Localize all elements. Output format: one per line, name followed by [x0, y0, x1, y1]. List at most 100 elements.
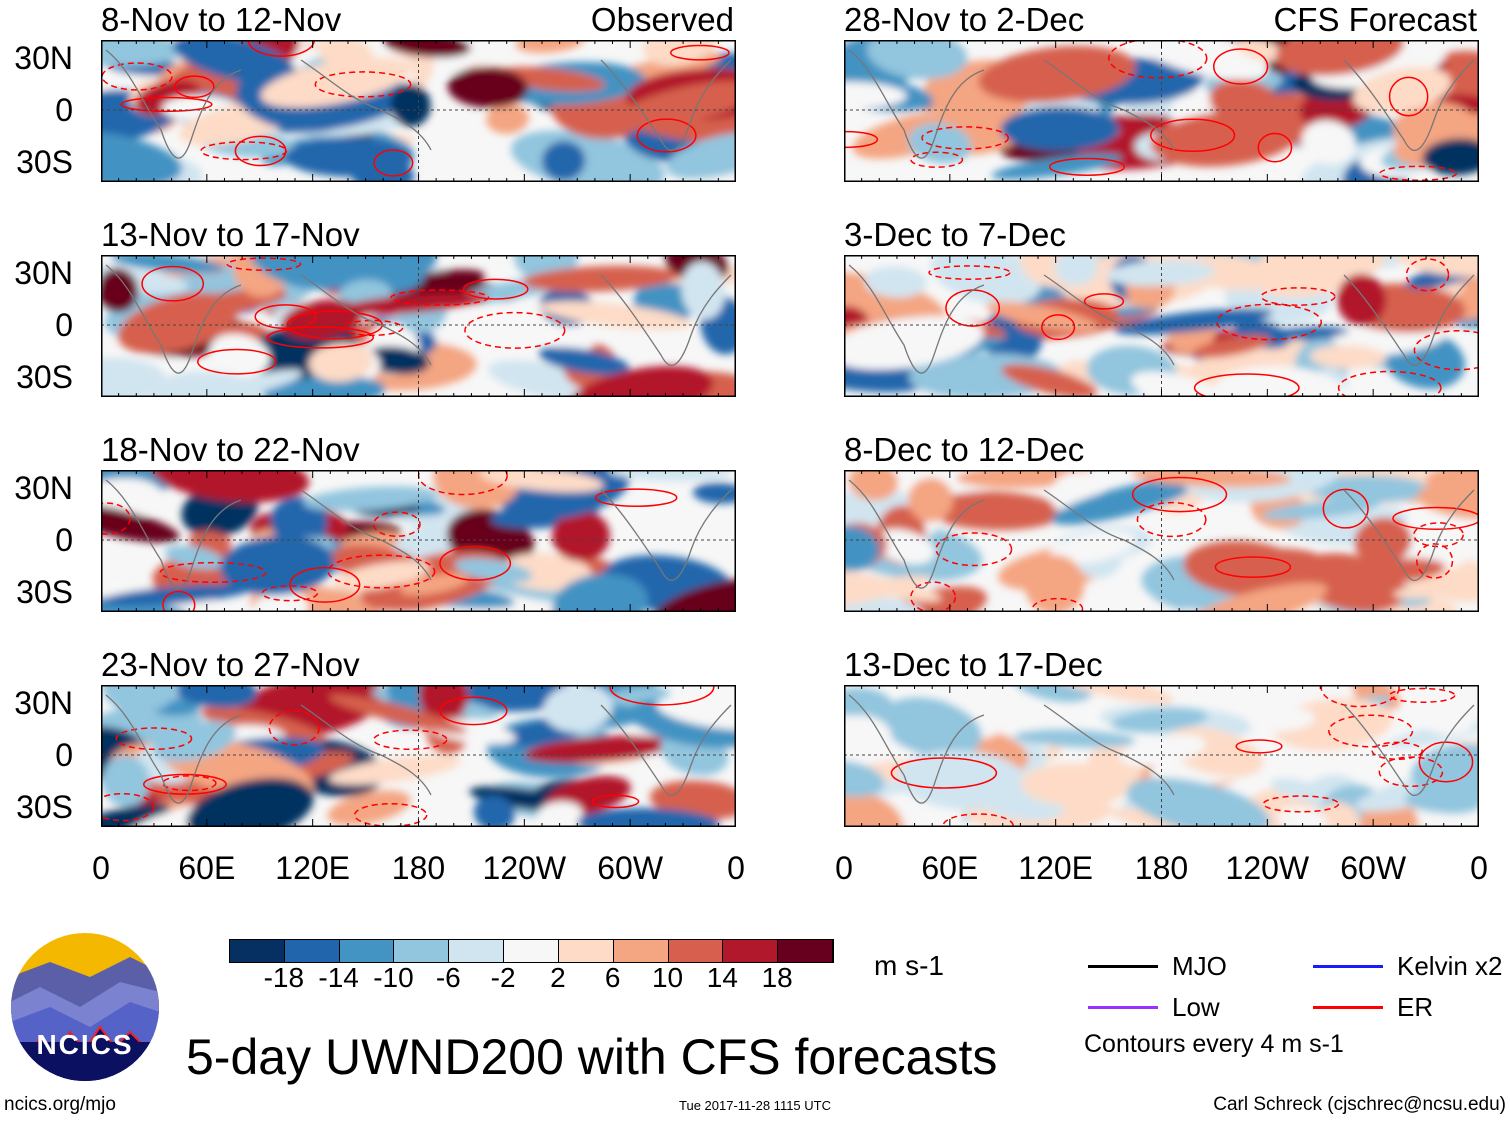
wind-anomaly-blob: [384, 40, 471, 58]
colorbar-units: m s-1: [874, 950, 944, 981]
er-contour: [1235, 739, 1283, 754]
wind-anomaly-blob: [1020, 763, 1130, 807]
er-contour: [439, 696, 508, 726]
er-contour: [1418, 741, 1474, 783]
map-panel: [101, 255, 736, 397]
x-tick-label: 60W: [1340, 850, 1407, 886]
panel-title: 3-Dec to 7-Dec: [844, 216, 1066, 253]
y-tick-label: 30S: [16, 359, 73, 395]
wind-anomaly-blob: [1413, 696, 1475, 735]
colorbar-swatch: [558, 940, 614, 962]
map-panel: [844, 255, 1479, 397]
er-contour: [670, 44, 730, 61]
er-contour: [1108, 40, 1208, 79]
er-contour: [1131, 476, 1228, 513]
colorbar-swatch: [778, 940, 833, 962]
wind-anomaly-blob: [538, 347, 630, 376]
map-panel: [844, 685, 1479, 827]
wind-anomaly-blob: [1049, 530, 1136, 565]
wind-anomaly-blob: [328, 755, 461, 785]
colorbar-label: 10: [651, 962, 684, 993]
wind-anomaly-blob: [168, 685, 257, 708]
legend-line: [1088, 965, 1158, 968]
er-contour: [1041, 314, 1076, 341]
er-contour: [1322, 488, 1369, 529]
er-contour: [390, 289, 490, 306]
wind-anomaly-blob: [666, 132, 736, 180]
panel-title: 13-Nov to 17-Nov: [101, 216, 360, 253]
wind-anomaly-blob: [543, 685, 613, 733]
wind-anomaly-blob: [1295, 553, 1406, 612]
wind-anomaly-blob: [1422, 138, 1479, 176]
map-panel: [101, 685, 736, 827]
column-label: Observed: [590, 1, 734, 38]
er-contour: [1193, 373, 1300, 397]
er-contour: [101, 792, 155, 822]
er-contour: [1048, 157, 1126, 176]
x-tick-label: 120W: [482, 850, 567, 886]
wind-anomaly-blob: [522, 265, 679, 292]
er-contour: [141, 265, 205, 302]
wind-anomaly-blob: [101, 803, 170, 827]
wind-anomaly-blob: [454, 558, 533, 583]
wind-anomaly-blob: [101, 478, 162, 522]
er-contour: [1320, 685, 1400, 708]
wind-anomaly-blob: [390, 83, 431, 127]
colorbar-swatch: [394, 940, 450, 962]
wind-anomaly-blob: [1126, 777, 1270, 827]
wind-anomaly-blob: [1275, 40, 1405, 76]
legend-note: Contours every 4 m s-1: [1084, 1030, 1344, 1058]
wind-anomaly-blob: [1411, 743, 1479, 804]
footer-url: ncics.org/mjo: [4, 1094, 116, 1115]
wind-anomaly-blob: [1417, 483, 1479, 520]
wind-anomaly-blob: [1246, 706, 1315, 732]
wind-anomaly-blob: [844, 81, 907, 109]
wind-anomaly-blob: [253, 589, 309, 612]
wind-anomaly-blob: [643, 40, 720, 66]
colorbar-label: 6: [604, 962, 621, 993]
er-contour: [1379, 165, 1458, 182]
colorbar: [229, 939, 834, 963]
er-contour: [289, 566, 361, 603]
y-tick-label: 0: [55, 307, 73, 343]
wind-anomaly-blob: [524, 735, 674, 764]
colorbar-swatch: [668, 940, 724, 962]
er-contour: [1262, 795, 1340, 813]
wind-anomaly-blob: [1098, 593, 1144, 612]
er-contour: [373, 149, 414, 177]
er-contour: [921, 126, 1010, 150]
x-tick-label: 180: [391, 850, 446, 886]
wind-anomaly-blob: [101, 755, 150, 808]
er-contour: [910, 151, 964, 168]
wind-anomaly-blob: [1307, 475, 1430, 503]
er-contour: [314, 71, 412, 98]
coastline: [848, 694, 1475, 804]
map-panel: [101, 40, 736, 182]
wind-anomaly-blob: [568, 365, 713, 397]
wind-anomaly-blob: [118, 292, 238, 354]
panel-title: 23-Nov to 27-Nov: [101, 646, 360, 683]
er-contour: [1260, 287, 1336, 306]
er-contour: [268, 710, 320, 746]
y-tick-label: 30N: [14, 40, 73, 76]
wind-anomaly-blob: [681, 261, 726, 320]
wind-anomaly-blob: [449, 685, 577, 712]
wind-anomaly-blob: [1111, 708, 1208, 733]
wind-anomaly-blob: [873, 528, 935, 565]
wind-anomaly-blob: [101, 504, 180, 543]
ncics-logo-icon: [11, 933, 159, 1081]
wind-anomaly-blob: [151, 470, 310, 503]
legend-label: Low: [1172, 992, 1220, 1022]
coastline: [105, 479, 732, 589]
er-contour: [1405, 258, 1450, 292]
wind-anomaly-blob: [537, 801, 583, 826]
er-contour: [101, 62, 173, 91]
wind-anomaly-blob: [692, 482, 736, 504]
wind-anomaly-blob: [1424, 50, 1479, 107]
wind-anomaly-blob: [1183, 540, 1307, 597]
er-contour: [1328, 714, 1414, 748]
er-contour: [1216, 303, 1323, 341]
wind-anomaly-blob: [260, 57, 413, 108]
wind-anomaly-blob: [447, 67, 528, 108]
wind-anomaly-blob: [552, 573, 649, 612]
